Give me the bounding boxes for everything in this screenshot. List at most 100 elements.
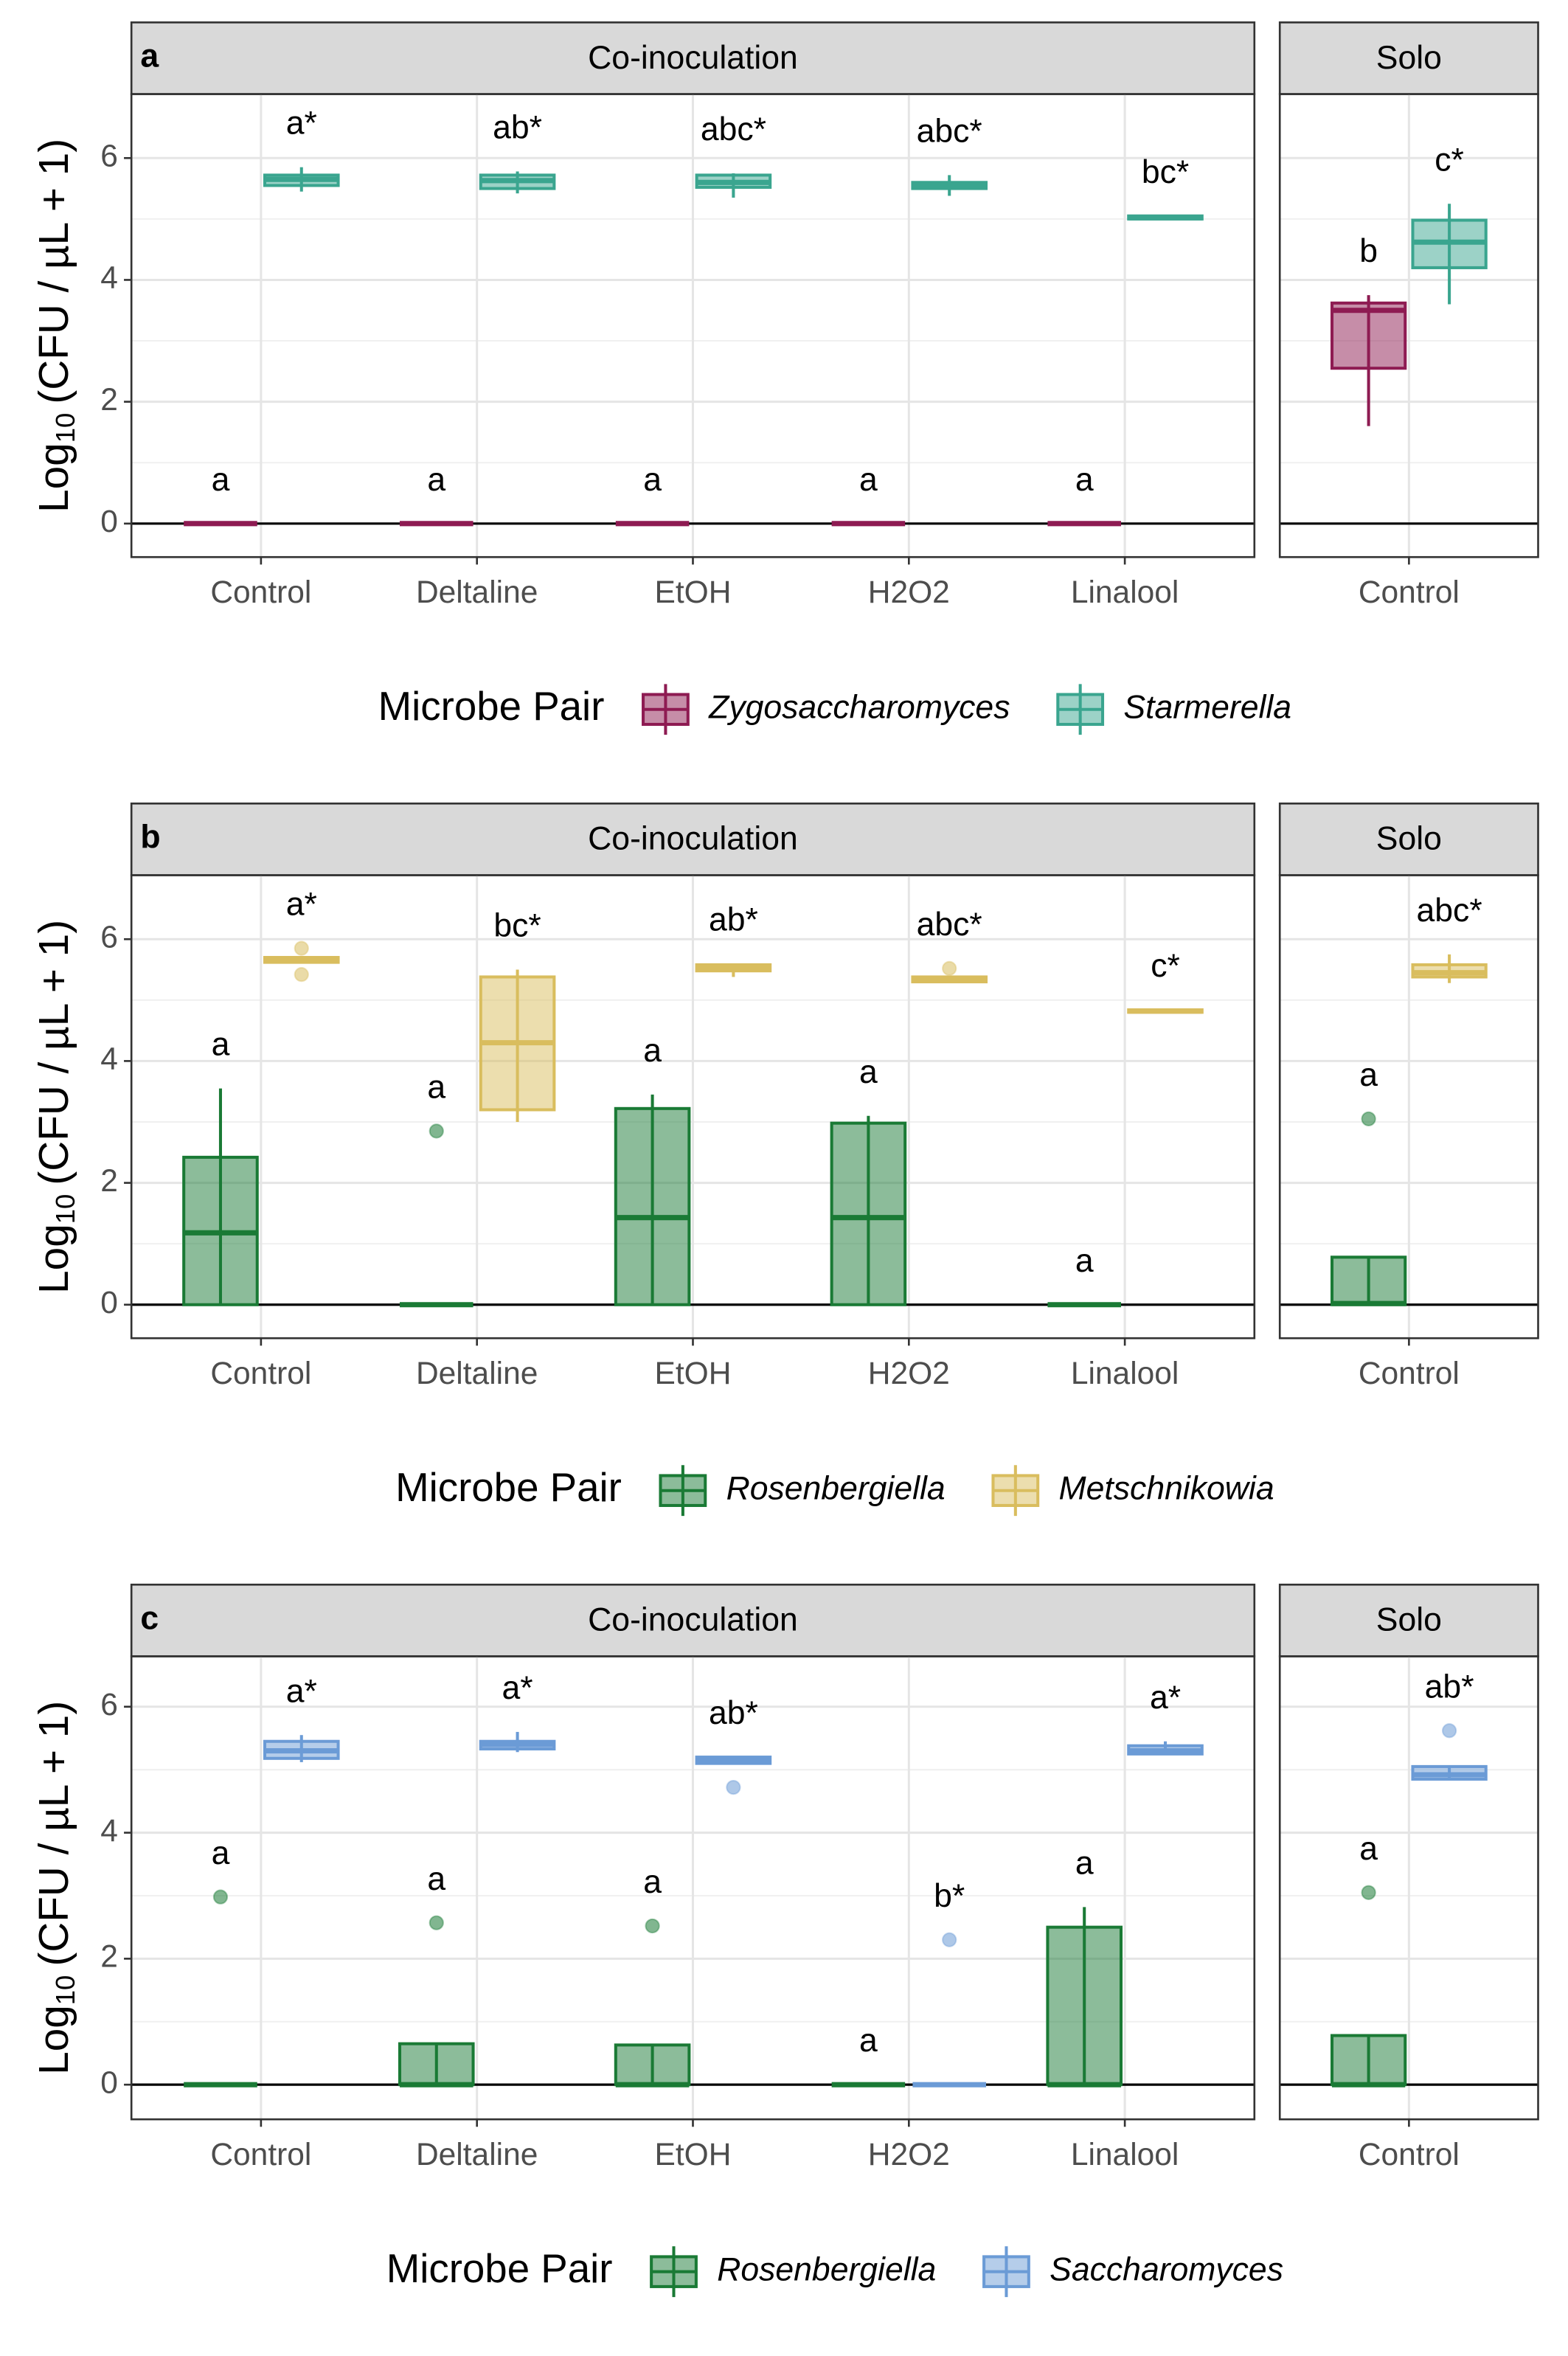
x-tick-label: Control [210,1357,311,1391]
significance-letter: a [1075,462,1094,498]
x-tick-label: Control [1359,1357,1460,1391]
significance-letter: a [643,1033,662,1069]
legend-title: Microbe Pair [378,684,605,729]
significance-letter: a [859,462,878,498]
x-tick-label: Deltaline [416,2138,538,2172]
legend-title: Microbe Pair [395,1465,622,1510]
x-tick-label: EtOH [655,1357,732,1391]
significance-letter: a [212,1835,230,1871]
outlier [1361,1111,1376,1126]
y-title-base: Log [31,2005,77,2075]
outlier [429,1123,444,1139]
x-tick-label: EtOH [655,2138,732,2172]
significance-letter: a [212,462,230,498]
legend-label: Rosenbergiella [726,1470,946,1506]
box [1330,2034,1407,2087]
significance-letter: a [1359,1831,1378,1867]
significance-letter: ab* [709,1695,758,1731]
box [398,2042,475,2087]
significance-letter: c* [1435,142,1464,178]
significance-letter: a* [502,1670,533,1706]
significance-letter: a [859,1054,878,1090]
box [1330,1255,1407,1306]
significance-letter: c* [1151,948,1180,984]
y-title-base: Log [31,443,77,513]
outlier [1361,1885,1376,1900]
legend: Microbe Pair Rosenbergiella Saccharomyces [386,2246,1283,2298]
y-title-subscript: 10 [50,1194,80,1224]
y-tick-label: 0 [100,505,118,539]
significance-letter: a* [286,1673,317,1709]
y-tick-label: 2 [100,1940,118,1975]
significance-letter: a [212,1027,230,1063]
box [1330,301,1407,370]
significance-letter: ab* [1425,1669,1474,1705]
significance-letter: a [427,1069,445,1105]
significance-letter: a [859,2023,878,2059]
significance-letter: a [1075,1845,1094,1881]
y-tick-label: 4 [100,1814,118,1849]
significance-letter: b* [934,1878,965,1914]
y-axis-title: Log10 (CFU / µL + 1) [31,139,80,513]
significance-letter: a [1359,1057,1378,1093]
significance-letter: bc* [1142,154,1189,190]
significance-letter: abc* [917,113,982,149]
x-tick-label: H2O2 [868,575,950,610]
outlier [726,1779,741,1795]
outlier [429,1915,444,1930]
y-title-base: Log [31,1224,77,1294]
y-tick-label: 0 [100,1286,118,1320]
outlier [212,1889,229,1905]
x-tick-label: Deltaline [416,1357,538,1391]
x-tick-label: Control [1359,2138,1460,2172]
y-tick-label: 6 [100,920,118,954]
panel-border [130,1655,1256,2121]
legend-title: Microbe Pair [386,2246,613,2291]
significance-letter: a [427,462,445,498]
y-title-subscript: 10 [50,413,80,443]
x-tick-label: Control [210,2138,311,2172]
x-tick-label: Linalool [1071,2138,1179,2172]
outlier [942,1932,957,1947]
outlier [645,1918,660,1934]
strip [1278,803,1539,876]
outlier [294,940,309,956]
significance-letter: b [1359,233,1378,269]
y-title-rest: (CFU / µL + 1) [31,139,77,404]
strip [1278,21,1539,95]
significance-letter: bc* [493,908,541,944]
significance-letter: a [1075,1243,1094,1279]
legend-label: Rosenbergiella [717,2251,936,2287]
y-title-rest: (CFU / µL + 1) [31,920,77,1185]
legend-label: Saccharomyces [1050,2251,1283,2287]
significance-letter: a* [286,105,317,142]
significance-letter: a [427,1861,445,1897]
y-tick-label: 2 [100,383,118,418]
significance-letter: a [643,1864,662,1900]
legend-label: Metschnikowia [1059,1470,1274,1506]
strip-title: Co-inoculation [588,40,798,76]
significance-letter: abc* [1417,893,1482,929]
significance-letter: ab* [493,110,542,146]
significance-letter: a* [1150,1680,1181,1716]
panel-label: a [140,38,159,75]
strip-title: Solo [1376,821,1442,857]
strip-title: Solo [1376,40,1442,76]
strip [130,1583,1256,1657]
strip [1278,1583,1539,1657]
y-tick-label: 0 [100,2065,118,2100]
y-axis-title: Log10 (CFU / µL + 1) [31,920,80,1294]
x-tick-label: Deltaline [416,575,538,610]
panel-label: b [140,820,160,856]
panel-border [1278,93,1539,558]
strip [130,803,1256,876]
outlier [1441,1723,1457,1739]
legend: Microbe Pair Zygosaccharomyces Starmerella [378,684,1291,735]
strip-title: Co-inoculation [588,1602,798,1638]
strip-title: Solo [1376,1602,1442,1638]
x-tick-label: H2O2 [868,2138,950,2172]
y-tick-label: 6 [100,1688,118,1722]
y-title-subscript: 10 [50,1975,80,2006]
